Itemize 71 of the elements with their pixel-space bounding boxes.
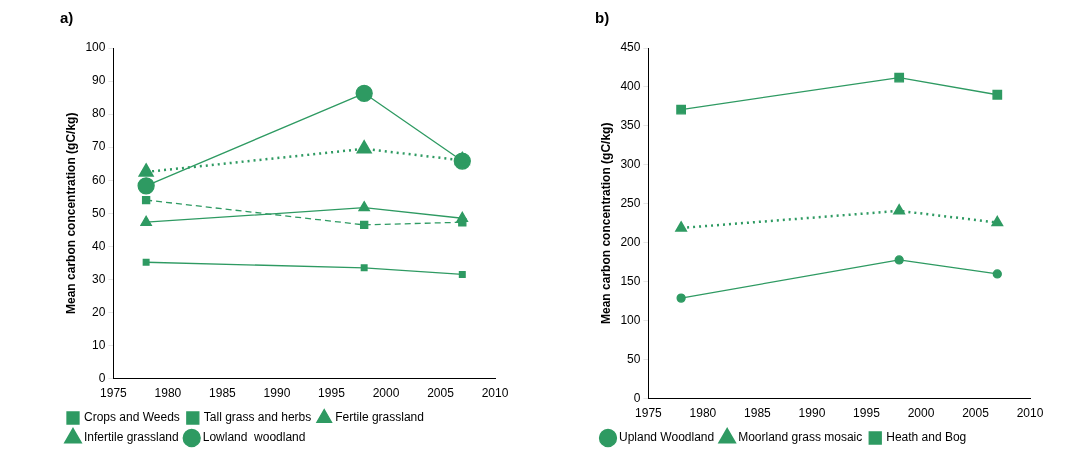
x-tick-label: 1980	[689, 406, 717, 421]
point	[458, 270, 466, 278]
point	[893, 204, 905, 215]
y-tick-label: 400	[620, 79, 641, 94]
point	[894, 72, 905, 83]
legend-label: Crops and Weeds	[84, 410, 180, 425]
chart-title: a)	[60, 9, 74, 27]
chart-title: b)	[595, 9, 610, 27]
point	[356, 140, 372, 154]
y-tick-label: 250	[620, 196, 641, 211]
legend-label: Fertile grassland	[335, 410, 424, 425]
point	[991, 216, 1003, 227]
y-tick-label: 0	[633, 390, 641, 405]
y-tick-label: 90	[92, 73, 106, 88]
point	[359, 220, 369, 230]
x-tick-label: 2010	[481, 386, 509, 401]
x-tick-label: 1995	[318, 386, 346, 401]
x-tick-label: 1980	[154, 386, 182, 401]
y-tick-label: 60	[92, 172, 106, 187]
y-tick-label: 70	[92, 139, 106, 154]
point	[358, 201, 371, 212]
point	[675, 221, 687, 232]
point	[142, 258, 150, 266]
point	[141, 195, 151, 205]
x-tick-label: 1995	[853, 406, 881, 421]
y-tick-label: 20	[92, 304, 106, 319]
y-tick-label: 350	[620, 118, 641, 133]
legend-label: Heath and Bog	[886, 430, 967, 445]
y-tick-label: 100	[85, 40, 106, 55]
legend-label: Upland Woodland	[619, 430, 715, 445]
x-tick-label: 2000	[907, 406, 935, 421]
point	[140, 215, 152, 226]
y-tick-label: 40	[92, 238, 106, 253]
x-tick-label: 2010	[1016, 406, 1044, 421]
point	[676, 104, 687, 115]
point	[992, 269, 1002, 279]
point	[458, 218, 467, 227]
point	[454, 152, 470, 166]
x-tick-label: 1975	[635, 406, 663, 421]
y-tick-label: 10	[92, 337, 106, 352]
y-tick-label: 50	[92, 205, 106, 220]
y-tick-label: 50	[627, 351, 641, 366]
point	[894, 255, 904, 265]
x-tick-label: 1990	[263, 386, 291, 401]
y-tick-label: 200	[620, 235, 641, 250]
y-tick-label: 100	[620, 313, 641, 327]
legend-label: Infertile grassland	[84, 430, 179, 445]
x-tick-label: 1990	[798, 406, 826, 421]
point	[676, 293, 686, 303]
y-tick-label: 0	[98, 370, 106, 385]
legend-label: Lowland woodland	[202, 430, 306, 445]
y-tick-label: 450	[620, 40, 641, 55]
point	[355, 84, 373, 102]
x-tick-label: 2005	[962, 406, 990, 421]
y-tick-label: 150	[620, 274, 641, 289]
point	[137, 177, 155, 195]
point	[992, 89, 1003, 100]
legend-label: Moorland grass mosaic	[738, 430, 863, 445]
y-tick-label: 30	[92, 271, 106, 286]
x-tick-label: 1975	[100, 386, 128, 401]
point	[138, 163, 154, 177]
legend-label: Tall grass and herbs	[203, 410, 312, 425]
y-tick-label: 300	[620, 157, 641, 172]
y-tick-label: 80	[92, 106, 106, 121]
point	[360, 264, 368, 272]
x-tick-label: 1985	[209, 386, 237, 401]
x-tick-label: 2000	[372, 386, 400, 401]
x-tick-label: 1985	[744, 406, 772, 421]
y-axis-title: Mean carbon concentration (gC/kg)	[598, 122, 613, 324]
y-axis-title: Mean carbon concentration (gC/kg)	[63, 112, 78, 314]
x-tick-label: 2005	[427, 386, 455, 401]
